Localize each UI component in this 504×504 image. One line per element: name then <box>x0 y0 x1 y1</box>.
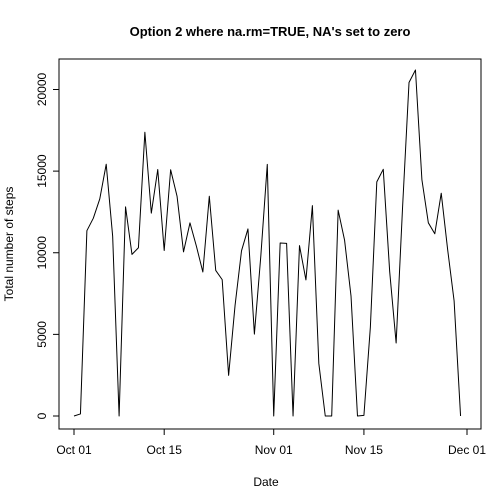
x-tick-label: Oct 15 <box>147 443 183 457</box>
y-tick-label: 15000 <box>35 154 49 188</box>
x-axis: Oct 01 Oct 15 Nov 01 Nov 15 Dec 01 <box>56 428 486 457</box>
y-tick-label: 20000 <box>35 72 49 106</box>
x-tick-label: Dec 01 <box>448 443 486 457</box>
x-axis-label: Date <box>253 475 279 489</box>
y-axis: 0 5000 10000 15000 20000 <box>35 72 60 419</box>
chart-title: Option 2 where na.rm=TRUE, NA's set to z… <box>130 24 411 39</box>
y-tick-label: 10000 <box>35 236 49 270</box>
x-tick-label: Nov 01 <box>255 443 293 457</box>
y-axis-label: Total number of steps <box>2 187 16 302</box>
x-tick-label: Oct 01 <box>56 443 92 457</box>
x-tick-label: Nov 15 <box>345 443 383 457</box>
y-tick-label: 5000 <box>35 321 49 348</box>
series-layer <box>73 69 462 417</box>
y-tick-label: 0 <box>35 412 49 419</box>
